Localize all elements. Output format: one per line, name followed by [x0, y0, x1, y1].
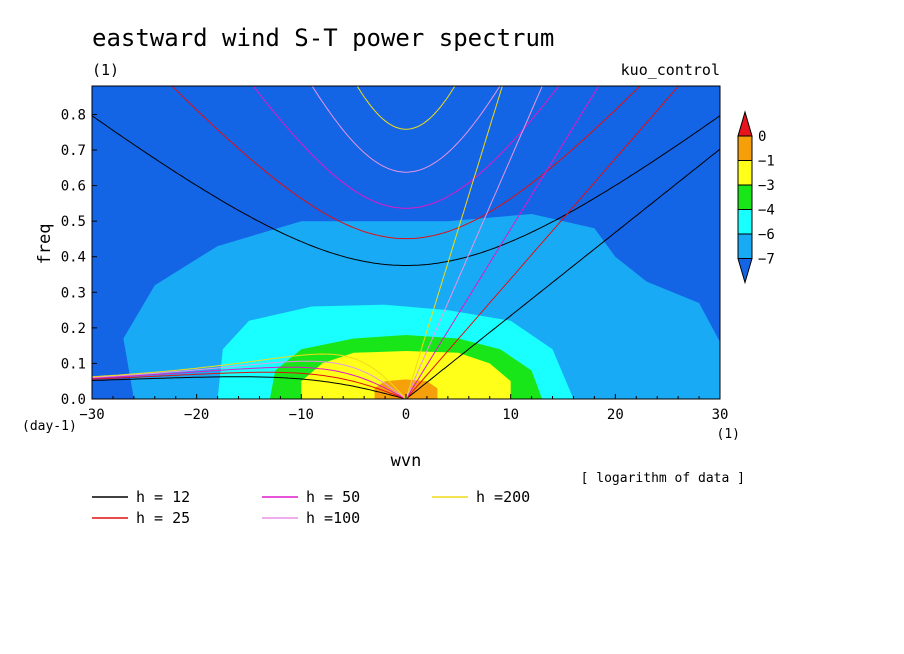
- dispersion-curve: [92, 353, 407, 399]
- dispersion-curve: [405, 86, 503, 399]
- chart-subtitle-left: (1): [92, 61, 119, 79]
- x-axis-label: wvn: [391, 451, 422, 471]
- dispersion-curve: [92, 115, 720, 266]
- plot-area: [92, 86, 720, 399]
- legend-label: h = 12: [136, 488, 190, 506]
- y-tick-label: 0.7: [61, 143, 86, 159]
- y-tick-label: 0.1: [61, 356, 86, 372]
- x-tick-label: −20: [184, 407, 209, 423]
- colorbar-label: −6: [758, 227, 775, 243]
- colorbar-label: −1: [758, 154, 775, 170]
- dispersion-curves: [92, 86, 720, 399]
- chart-subtitle-right: kuo_control: [621, 61, 720, 79]
- y-axis-label: freq: [35, 224, 55, 265]
- dispersion-curve: [92, 371, 407, 399]
- y-tick-label: 0.2: [61, 321, 86, 337]
- contour-region: [301, 351, 511, 399]
- contour-fills: [92, 135, 720, 399]
- x-tick-label: −10: [289, 407, 314, 423]
- y-tick-label: 0.3: [61, 285, 86, 301]
- y-axis-unit: (day-1): [22, 419, 77, 434]
- dispersion-curve-group: [92, 86, 503, 399]
- y-tick-label: 0.0: [61, 392, 86, 408]
- x-tick-label: −30: [79, 407, 104, 423]
- chart-title: eastward wind S-T power spectrum: [92, 24, 554, 52]
- colorbar-arrow: [737, 110, 753, 137]
- colorbar-label: −4: [758, 203, 775, 219]
- legend-label: h = 25: [136, 509, 190, 527]
- contour-region: [374, 379, 438, 399]
- y-tick-label: 0.8: [61, 107, 86, 123]
- x-tick-label: 10: [502, 407, 519, 423]
- colorbar-segment: [737, 209, 753, 235]
- colorbar-arrow: [737, 258, 753, 285]
- dispersion-curve: [92, 376, 407, 399]
- dispersion-curve-group: [92, 86, 680, 399]
- dispersion-curve: [405, 86, 600, 399]
- dispersion-curve: [311, 86, 501, 173]
- x-axis-unit: (1): [717, 427, 740, 442]
- legend: h = 12 h = 25 h = 50 h =100 h =200: [92, 488, 530, 527]
- colorbar-label: 0: [758, 129, 766, 145]
- x-tick-label: 20: [607, 407, 624, 423]
- dispersion-curve: [92, 360, 407, 399]
- colorbar-label: −7: [758, 252, 775, 268]
- dispersion-curve: [405, 148, 720, 399]
- x-tick-label: 30: [712, 407, 729, 423]
- colorbar: 0 −1 −3 −4 −6 −7: [737, 110, 775, 285]
- y-tick-label: 0.5: [61, 214, 86, 230]
- legend-label: h =200: [476, 488, 530, 506]
- y-tick-label: 0.4: [61, 250, 86, 266]
- dispersion-curve-group: [92, 86, 600, 399]
- dispersion-curve: [92, 366, 407, 399]
- x-tick-label: 0: [402, 407, 410, 423]
- dispersion-curve: [405, 86, 680, 399]
- colorbar-segment: [737, 184, 753, 210]
- dispersion-curve: [356, 86, 456, 130]
- data-note: [ logarithm of data ]: [581, 471, 745, 486]
- colorbar-segment: [737, 160, 753, 186]
- dispersion-curve-group: [92, 86, 543, 399]
- x-axis: −30 −20 −10 0 10 20 30: [79, 394, 728, 423]
- colorbar-segment: [737, 233, 753, 259]
- dispersion-curve: [405, 86, 543, 399]
- y-tick-label: 0.6: [61, 179, 86, 195]
- dispersion-curve: [171, 86, 641, 240]
- colorbar-label: −3: [758, 178, 775, 194]
- dispersion-curve: [252, 86, 560, 209]
- legend-label: h = 50: [306, 488, 360, 506]
- colorbar-segment: [737, 135, 753, 161]
- y-axis: 0.0 0.1 0.2 0.3 0.4 0.5 0.6 0.7 0.8: [61, 107, 97, 408]
- dispersion-curve-group: [92, 115, 720, 399]
- legend-label: h =100: [306, 509, 360, 527]
